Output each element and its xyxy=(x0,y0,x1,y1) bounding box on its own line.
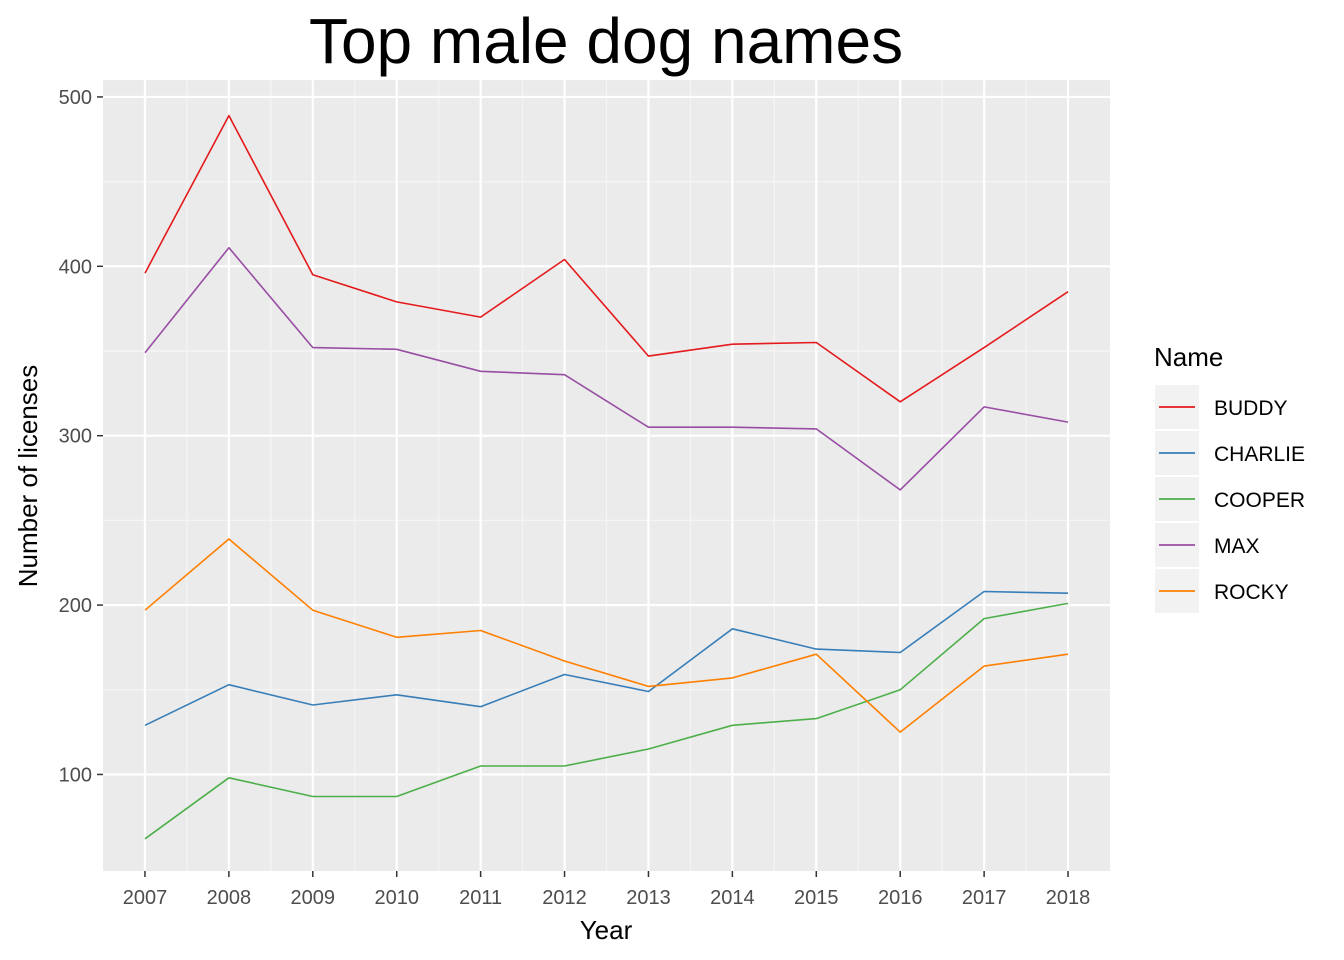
x-tick-label: 2014 xyxy=(710,887,755,909)
x-tick-label: 2012 xyxy=(542,887,587,909)
x-tick-label: 2011 xyxy=(459,887,502,909)
y-axis-title: Number of licenses xyxy=(13,365,43,588)
y-tick-label: 500 xyxy=(59,87,92,109)
y-tick-label: 300 xyxy=(59,426,92,448)
x-axis: 2007 2008 2009 2010 2011 2012 2013 2014 2015 2016… xyxy=(123,871,1091,909)
chart-title: Top male dog names xyxy=(309,5,903,77)
y-axis: 100 200 300 400 500 xyxy=(59,87,103,786)
x-tick-label: 2008 xyxy=(207,887,252,909)
major-gridlines xyxy=(103,80,1110,871)
x-tick-label: 2007 xyxy=(123,887,168,909)
series-line-rocky xyxy=(144,538,1069,733)
series-lines xyxy=(144,114,1069,840)
y-tick-label: 400 xyxy=(59,256,92,278)
x-tick-label: 2010 xyxy=(374,887,419,909)
x-tick-label: 2017 xyxy=(962,887,1007,909)
legend-item-charlie: CHARLIE xyxy=(1155,431,1305,475)
x-tick-label: 2009 xyxy=(291,887,336,909)
series-line-buddy xyxy=(144,114,1069,403)
legend-label: MAX xyxy=(1214,535,1260,558)
legend-items: BUDDY CHARLIE COOPER MAX ROCKY xyxy=(1155,385,1305,613)
legend-item-rocky: ROCKY xyxy=(1155,569,1289,613)
x-axis-title: Year xyxy=(580,915,633,945)
legend-item-cooper: COOPER xyxy=(1155,477,1305,521)
legend-title: Name xyxy=(1154,342,1223,372)
legend-label: ROCKY xyxy=(1214,581,1289,604)
legend: Name BUDDY CHARLIE COOPER MAX ROCKY xyxy=(1154,342,1305,613)
x-tick-label: 2018 xyxy=(1046,887,1091,909)
minor-gridlines xyxy=(103,80,1110,871)
x-tick-label: 2015 xyxy=(794,887,839,909)
series-line-charlie xyxy=(144,590,1069,727)
series-line-cooper xyxy=(144,602,1069,840)
legend-item-max: MAX xyxy=(1155,523,1260,567)
y-tick-label: 100 xyxy=(59,764,92,786)
legend-label: CHARLIE xyxy=(1214,443,1305,466)
series-line-max xyxy=(144,246,1069,491)
legend-label: COOPER xyxy=(1214,489,1305,512)
x-tick-label: 2013 xyxy=(626,887,671,909)
legend-label: BUDDY xyxy=(1214,397,1288,420)
legend-item-buddy: BUDDY xyxy=(1155,385,1288,429)
y-tick-label: 200 xyxy=(59,595,92,617)
x-tick-label: 2016 xyxy=(878,887,923,909)
